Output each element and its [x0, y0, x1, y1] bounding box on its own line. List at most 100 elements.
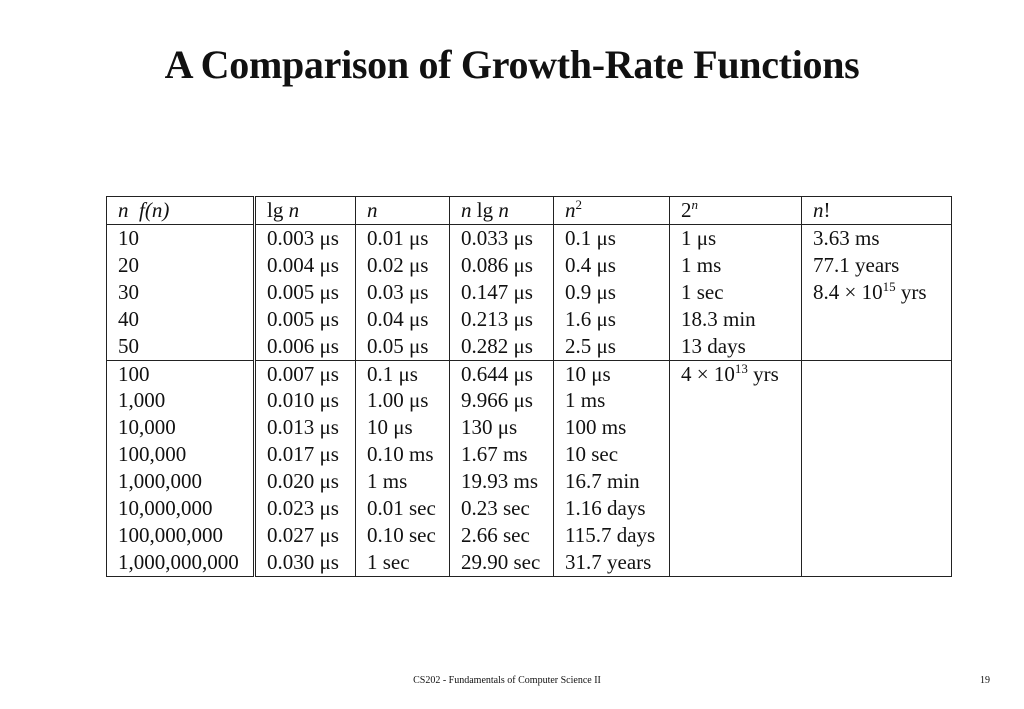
growth-rate-table: n f(n) lg n n n lg n n2 2n n! 10 0.003 μs… — [106, 196, 952, 577]
lg-n-value-cell: 0.010 μs — [254, 387, 356, 415]
lg-n-value-cell: 0.013 μs — [254, 414, 356, 442]
table-row: 10 0.003 μs 0.01 μs 0.033 μs 0.1 μs 1 μs 3.63 … — [106, 224, 952, 252]
n-lg-n-value-cell: 130 μs — [449, 414, 554, 442]
n-squared-value-cell: 1 ms — [553, 387, 670, 415]
n-lg-n-value-cell: 0.147 μs — [449, 278, 554, 306]
table-row: 20 0.004 μs 0.02 μs 0.086 μs 0.4 μs 1 ms 77.1 … — [106, 251, 952, 279]
n-linear-value-cell: 0.1 μs — [355, 359, 450, 388]
header-row: n f(n) lg n n n lg n n2 2n n! — [106, 196, 952, 225]
two-pow-n-value-cell — [669, 468, 802, 496]
table-row: 10,000,000 0.023 μs 0.01 sec 0.23 sec 1.16 d… — [106, 495, 952, 522]
n-squared-value-cell: 100 ms — [553, 414, 670, 442]
header-2n-base: 2 — [681, 198, 692, 222]
header-n-only: n — [367, 198, 378, 222]
header-n-lg-n: n lg n — [449, 196, 554, 225]
n-factorial-value-cell — [801, 387, 952, 415]
n-factorial-value-cell: 3.63 ms — [801, 224, 952, 252]
n-linear-value-cell: 0.05 μs — [355, 332, 450, 361]
table-row: 100,000 0.017 μs 0.10 ms 1.67 ms 10 sec — [106, 441, 952, 469]
n-squared-value-cell: 10 sec — [553, 441, 670, 469]
header-2n-exp: n — [691, 197, 699, 212]
two-pow-n-value-cell: 1 ms — [669, 251, 802, 279]
two-pow-n-value-cell: 13 days — [669, 332, 802, 361]
header-nlgn-n2: n — [498, 198, 509, 222]
n-lg-n-value-cell: 0.644 μs — [449, 359, 554, 388]
n-factorial-value-cell — [801, 441, 952, 469]
lg-n-value-cell: 0.005 μs — [254, 278, 356, 306]
table-row: 1,000,000,000 0.030 μs 1 sec 29.90 sec 31.7 … — [106, 548, 952, 577]
two-pow-n-value-cell — [669, 414, 802, 442]
header-lg-n-symbol: n — [288, 198, 300, 222]
table-body: 10 0.003 μs 0.01 μs 0.033 μs 0.1 μs 1 μs 3.63 … — [106, 224, 952, 577]
n-value-cell: 10 — [106, 224, 256, 252]
lg-n-value-cell: 0.005 μs — [254, 305, 356, 333]
header-nlgn-n1: n — [461, 198, 472, 222]
n-value-cell: 100,000,000 — [106, 521, 256, 549]
n-lg-n-value-cell: 0.213 μs — [449, 305, 554, 333]
header-nlgn-lg: lg — [476, 198, 494, 222]
n-linear-value-cell: 10 μs — [355, 414, 450, 442]
header-n-fn: n f(n) — [106, 196, 256, 225]
n-linear-value-cell: 0.10 ms — [355, 441, 450, 469]
two-pow-n-value-cell — [669, 521, 802, 549]
two-pow-n-value-cell: 1 sec — [669, 278, 802, 306]
two-pow-n-value-cell — [669, 548, 802, 577]
n-value-cell: 30 — [106, 278, 256, 306]
n-linear-value-cell: 0.10 sec — [355, 521, 450, 549]
n-squared-value-cell: 10 μs — [553, 359, 670, 388]
header-lg-n: lg n — [254, 196, 356, 225]
n-linear-value-cell: 0.01 sec — [355, 495, 450, 522]
header-n-symbol: n — [118, 198, 129, 222]
n-linear-value-cell: 0.04 μs — [355, 305, 450, 333]
n-lg-n-value-cell: 0.033 μs — [449, 224, 554, 252]
table-row: 100,000,000 0.027 μs 0.10 sec 2.66 sec 115.7… — [106, 521, 952, 549]
n-value-cell: 10,000,000 — [106, 495, 256, 522]
n-squared-value-cell: 115.7 days — [553, 521, 670, 549]
lg-n-value-cell: 0.027 μs — [254, 521, 356, 549]
n-factorial-value-cell — [801, 468, 952, 496]
n-value-cell: 100 — [106, 359, 256, 388]
n-factorial-value-cell — [801, 305, 952, 333]
n-factorial-value-cell: 77.1 years — [801, 251, 952, 279]
two-pow-n-value-cell: 4 × 1013 yrs — [669, 359, 802, 388]
n-linear-value-cell: 1.00 μs — [355, 387, 450, 415]
n-lg-n-value-cell: 2.66 sec — [449, 521, 554, 549]
n-squared-value-cell: 0.4 μs — [553, 251, 670, 279]
footer-page-number: 19 — [980, 675, 990, 686]
n-squared-value-cell: 2.5 μs — [553, 332, 670, 361]
table-row: 100 0.007 μs 0.1 μs 0.644 μs 10 μs 4 × 1013 y… — [106, 359, 952, 388]
lg-n-value-cell: 0.017 μs — [254, 441, 356, 469]
scientific-prefix: 4 × 10 — [681, 361, 735, 386]
slide-title: A Comparison of Growth-Rate Functions — [164, 42, 860, 87]
n-value-cell: 1,000,000 — [106, 468, 256, 496]
header-nfact-bang: ! — [823, 198, 831, 222]
n-value-cell: 40 — [106, 305, 256, 333]
table-row: 40 0.005 μs 0.04 μs 0.213 μs 1.6 μs 18.3 min — [106, 305, 952, 333]
header-nfact-n: n — [813, 198, 824, 222]
header-n-squared: n2 — [553, 196, 670, 225]
n-factorial-value-cell — [801, 521, 952, 549]
scientific-prefix: 8.4 × 10 — [813, 279, 883, 304]
n-linear-value-cell: 1 ms — [355, 468, 450, 496]
two-pow-n-value-cell — [669, 495, 802, 522]
n-factorial-value-cell — [801, 332, 952, 361]
header-nsq-exp: 2 — [575, 197, 583, 212]
scientific-suffix: yrs — [747, 361, 779, 386]
n-lg-n-value-cell: 9.966 μs — [449, 387, 554, 415]
n-factorial-value-cell — [801, 359, 952, 388]
n-lg-n-value-cell: 0.086 μs — [449, 251, 554, 279]
scientific-exponent: 15 — [882, 278, 896, 294]
n-squared-value-cell: 16.7 min — [553, 468, 670, 496]
n-lg-n-value-cell: 29.90 sec — [449, 548, 554, 577]
lg-n-value-cell: 0.020 μs — [254, 468, 356, 496]
n-squared-value-cell: 0.9 μs — [553, 278, 670, 306]
two-pow-n-value-cell: 1 μs — [669, 224, 802, 252]
n-squared-value-cell: 1.16 days — [553, 495, 670, 522]
n-linear-value-cell: 0.01 μs — [355, 224, 450, 252]
header-n-factorial: n! — [801, 196, 952, 225]
lg-n-value-cell: 0.006 μs — [254, 332, 356, 361]
scientific-exponent: 13 — [734, 360, 748, 376]
two-pow-n-value-cell: 18.3 min — [669, 305, 802, 333]
n-squared-value-cell: 0.1 μs — [553, 224, 670, 252]
lg-n-value-cell: 0.007 μs — [254, 359, 356, 388]
